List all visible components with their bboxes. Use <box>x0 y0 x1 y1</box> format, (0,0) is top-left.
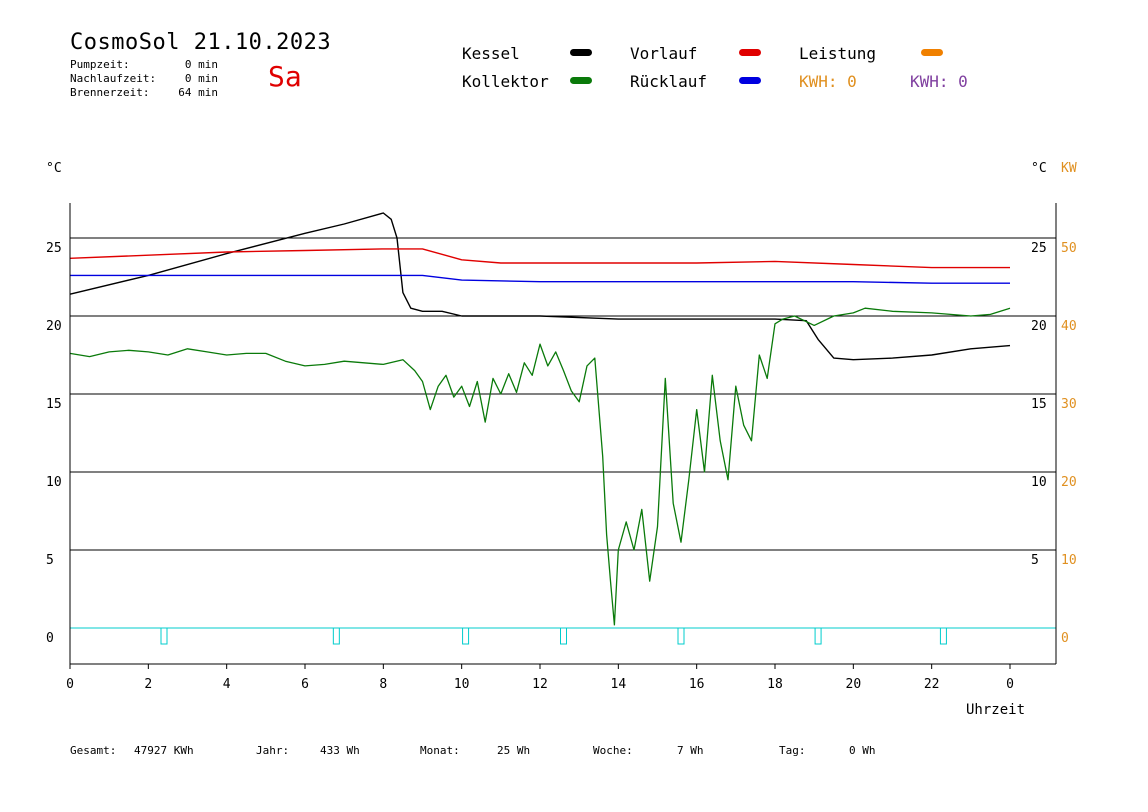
y-tick-left-15: 15 <box>46 397 62 412</box>
footer-jahr-label: Jahr: <box>256 744 290 757</box>
footer-gesamt-value: 47927 KWh <box>134 744 194 757</box>
y-tick-kw-20: 20 <box>1061 475 1077 490</box>
left-axis-unit: °C <box>46 161 62 176</box>
x-axis-label: Uhrzeit <box>966 702 1026 718</box>
legend-kwh-purple: KWH: 0 <box>910 72 968 91</box>
series-line-rcklauf <box>70 274 1010 284</box>
x-tick-1: 2 <box>144 677 152 692</box>
stat-value-pumpzeit: 0 min <box>184 58 218 71</box>
y-tick-left-25: 25 <box>46 241 62 256</box>
y-tick-kw-30: 30 <box>1061 397 1077 412</box>
footer-monat-value: 25 Wh <box>497 744 531 757</box>
y-tick-kw-10: 10 <box>1061 553 1077 568</box>
footer-tag-label: Tag: <box>779 744 806 757</box>
legend-kessel-swatch <box>570 49 592 56</box>
weekday-label: Sa <box>268 60 302 93</box>
legend-vorlauf-label: Vorlauf <box>630 44 698 63</box>
x-tick-11: 22 <box>924 677 940 692</box>
stat-label-pumpzeit: Pumpzeit: <box>70 58 130 71</box>
x-tick-5: 10 <box>454 677 470 692</box>
legend-ruecklauf-label: Rücklauf <box>630 72 708 91</box>
footer-monat-label: Monat: <box>420 744 460 757</box>
pump-marker-3 <box>560 627 567 645</box>
stat-value-nachlaufzeit: 0 min <box>184 72 218 85</box>
pump-marker-1 <box>332 627 340 645</box>
legend-leistung-label: Leistung <box>799 44 877 63</box>
y-tick-kw-0: 0 <box>1061 631 1069 646</box>
pump-marker-5 <box>814 627 822 645</box>
series-line-kollektor <box>69 307 1011 626</box>
pump-marker-2 <box>462 627 470 645</box>
footer-woche-value: 7 Wh <box>677 744 704 757</box>
y-tick-left-0: 0 <box>46 631 54 646</box>
legend-kessel-label: Kessel <box>462 44 520 63</box>
legend-kollektor-label: Kollektor <box>462 72 549 91</box>
x-tick-4: 8 <box>379 677 387 692</box>
footer-woche-label: Woche: <box>593 744 633 757</box>
footer-gesamt-label: Gesamt: <box>70 744 117 757</box>
series-line-vorlauf <box>69 248 1010 269</box>
stat-label-nachlaufzeit: Nachlaufzeit: <box>70 72 157 85</box>
x-tick-0: 0 <box>66 677 74 692</box>
y-tick-kw-50: 50 <box>1061 241 1077 256</box>
pump-marker-0 <box>160 627 168 645</box>
x-tick-2: 4 <box>223 677 231 692</box>
y-tick-kw-40: 40 <box>1061 319 1077 334</box>
y-tick-right-20: 20 <box>1031 319 1047 334</box>
stat-value-brennerzeit: 64 min <box>178 86 218 99</box>
footer-jahr-value: 433 Wh <box>320 744 360 757</box>
y-tick-right-10: 10 <box>1031 475 1047 490</box>
pump-marker-4 <box>677 627 685 645</box>
footer-tag-value: 0 Wh <box>849 744 876 757</box>
y-tick-left-10: 10 <box>46 475 62 490</box>
x-tick-7: 14 <box>611 677 627 692</box>
legend-leistung-swatch <box>921 49 943 56</box>
page-title: CosmoSol 21.10.2023 <box>70 30 332 55</box>
right-axis-unit-kw: KW <box>1061 161 1077 176</box>
legend-kollektor-swatch <box>570 77 592 84</box>
legend-ruecklauf-swatch <box>739 77 761 84</box>
stat-label-brennerzeit: Brennerzeit: <box>70 86 150 99</box>
y-tick-left-5: 5 <box>46 553 54 568</box>
legend-kwh-orange: KWH: 0 <box>799 72 857 91</box>
x-tick-8: 16 <box>689 677 705 692</box>
x-tick-9: 18 <box>767 677 783 692</box>
y-tick-right-15: 15 <box>1031 397 1047 412</box>
y-tick-left-20: 20 <box>46 319 62 334</box>
pump-marker-6 <box>939 627 947 645</box>
series-line-kessel <box>69 212 1011 361</box>
y-tick-right-25: 25 <box>1031 241 1047 256</box>
x-tick-6: 12 <box>532 677 548 692</box>
x-tick-10: 20 <box>846 677 862 692</box>
legend-vorlauf-swatch <box>739 49 761 56</box>
x-tick-12: 0 <box>1006 677 1014 692</box>
right-axis-unit: °C <box>1031 161 1047 176</box>
x-tick-3: 6 <box>301 677 309 692</box>
y-tick-right-5: 5 <box>1031 553 1039 568</box>
